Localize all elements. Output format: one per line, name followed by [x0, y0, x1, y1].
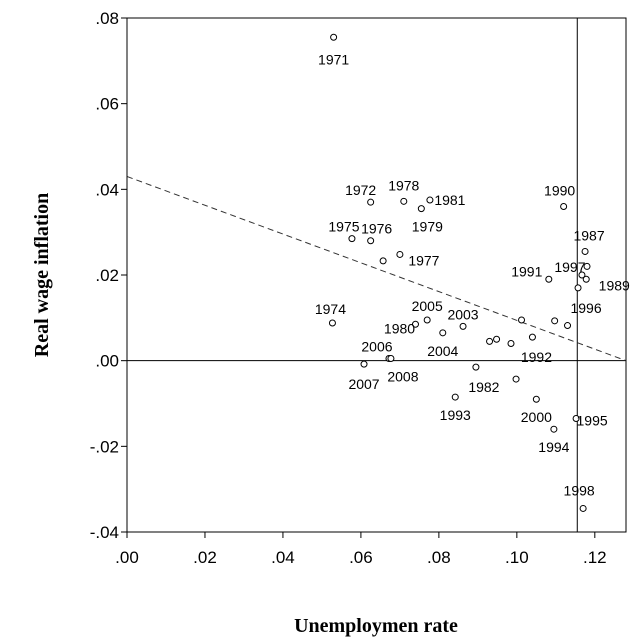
data-point — [367, 237, 375, 245]
point-label: 1993 — [440, 407, 471, 423]
y-axis-title: Real wage inflation — [31, 193, 53, 357]
point-label: 1989 — [599, 277, 630, 293]
x-tick-label: .00 — [115, 548, 139, 567]
point-label: 1978 — [388, 177, 419, 193]
point-label: 2006 — [361, 339, 392, 355]
point-label: 2007 — [348, 376, 379, 392]
data-point — [493, 335, 501, 343]
data-point — [486, 337, 494, 345]
point-label: 1975 — [328, 219, 359, 235]
point-label: 2003 — [447, 306, 478, 322]
point-label: 1991 — [511, 263, 542, 279]
point-label: 1976 — [361, 221, 392, 237]
data-point — [426, 196, 434, 204]
point-label: 1996 — [570, 300, 601, 316]
y-tick-label: .08 — [95, 9, 119, 28]
point-label: 1974 — [315, 301, 346, 317]
data-point — [512, 375, 520, 383]
data-point — [578, 271, 586, 279]
point-label: 1972 — [345, 182, 376, 198]
data-point — [328, 319, 336, 327]
point-label: 1979 — [412, 219, 443, 235]
data-point — [507, 340, 515, 348]
y-tick-label: .06 — [95, 95, 119, 114]
point-label: 1998 — [564, 482, 595, 498]
point-label: 1987 — [573, 227, 604, 243]
data-point — [360, 360, 368, 368]
reference-lines — [126, 18, 627, 532]
data-point — [400, 197, 408, 205]
regression-line — [126, 176, 627, 362]
point-label: 2004 — [427, 343, 458, 359]
data-point — [459, 322, 467, 330]
point-label: 1977 — [408, 252, 439, 268]
x-axis-title: Unemploymen rate — [294, 615, 458, 637]
point-label: 2000 — [521, 409, 552, 425]
point-label: 2008 — [387, 369, 418, 385]
data-point — [582, 275, 590, 283]
data-point — [581, 247, 589, 255]
point-label: 1994 — [538, 439, 569, 455]
data-point — [330, 33, 338, 41]
y-tick-label: -.02 — [90, 437, 119, 456]
point-label: 1997 — [554, 259, 585, 275]
data-point — [564, 322, 572, 330]
point-label: 1971 — [318, 51, 349, 67]
data-point — [451, 393, 459, 401]
tick-layer: .00 .02 .04 .06 .08 .10 .12 .08 .06 .04 .02 .00 -.02… — [90, 9, 607, 567]
data-point — [518, 316, 526, 324]
x-tick-label: .12 — [583, 548, 607, 567]
data-point — [417, 205, 425, 213]
data-point — [545, 275, 553, 283]
point-label: 1982 — [468, 379, 499, 395]
point-label: 1980 — [384, 320, 415, 336]
data-point — [367, 198, 375, 206]
point-labels-layer: 1971 1972 1978 1979 1981 1975 1976 1977 1974 1980… — [315, 51, 630, 498]
point-label: 1981 — [434, 192, 465, 208]
x-tick-label: .08 — [427, 548, 451, 567]
data-point — [550, 425, 558, 433]
x-tick-label: .06 — [349, 548, 373, 567]
data-point — [387, 355, 395, 363]
data-point — [574, 284, 582, 292]
y-tick-label: .00 — [95, 352, 119, 371]
y-tick-label: .04 — [95, 180, 119, 199]
x-tick-label: .02 — [193, 548, 217, 567]
point-label: 1992 — [521, 349, 552, 365]
data-point — [572, 414, 580, 422]
data-point — [379, 257, 387, 265]
data-point — [551, 317, 559, 325]
data-point — [348, 235, 356, 243]
data-point — [396, 250, 404, 258]
point-label: 2005 — [412, 298, 443, 314]
data-point — [579, 504, 587, 512]
data-point — [472, 363, 480, 371]
point-label: 1990 — [544, 182, 575, 198]
data-point — [532, 395, 540, 403]
data-point — [439, 329, 447, 337]
data-point — [411, 320, 419, 328]
data-point — [583, 262, 591, 270]
x-tick-label: .10 — [505, 548, 529, 567]
plot-frame — [126, 17, 627, 533]
y-tick-label: .02 — [95, 266, 119, 285]
y-tick-label: -.04 — [90, 523, 119, 542]
data-point — [560, 202, 568, 210]
data-point — [423, 316, 431, 324]
point-label: 1995 — [577, 412, 608, 428]
x-tick-label: .04 — [271, 548, 295, 567]
points-layer — [328, 33, 591, 512]
data-point — [528, 333, 536, 341]
